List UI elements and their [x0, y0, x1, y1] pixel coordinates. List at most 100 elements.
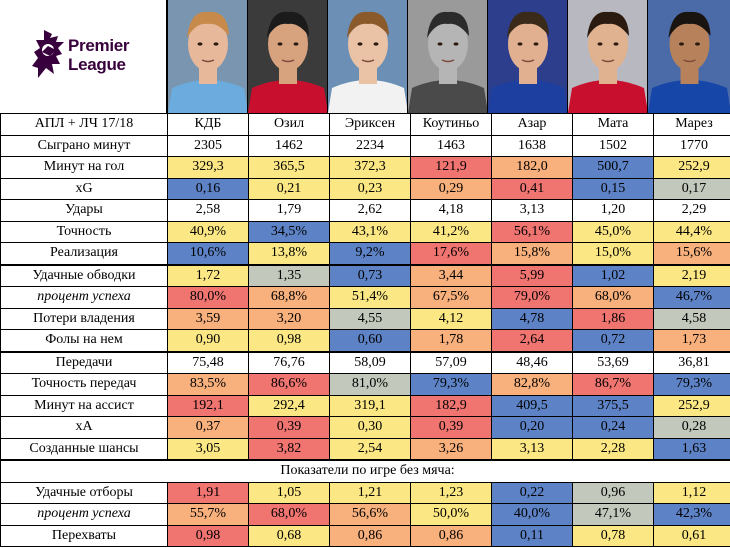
- stat-cell: 2,19: [653, 263, 730, 287]
- row-label: Точность передач: [0, 373, 168, 396]
- row-label: Минут на гол: [0, 156, 168, 179]
- stat-cell: 0,98: [167, 524, 249, 547]
- stat-cell: 4,55: [329, 307, 411, 330]
- stat-cell: 56,1%: [491, 220, 573, 243]
- stat-cell: 3,59: [167, 307, 249, 330]
- row-label: Передачи: [0, 350, 168, 374]
- row-label: Точность: [0, 220, 168, 243]
- stat-cell: 1502: [572, 134, 654, 157]
- lion-icon: [32, 30, 64, 78]
- row-label: Фолы на нем: [0, 329, 168, 352]
- section-title: Показатели по игре без мяча:: [0, 459, 730, 483]
- stat-cell: 3,82: [248, 437, 330, 461]
- stat-cell: 1462: [248, 134, 330, 157]
- player-photo: [167, 0, 247, 113]
- stat-cell: 372,3: [329, 156, 411, 179]
- stat-cell: 0,61: [653, 524, 730, 547]
- stat-cell: 2,54: [329, 437, 411, 461]
- stat-cell: 48,46: [491, 350, 573, 374]
- premier-league-logo: Premier League: [0, 0, 167, 113]
- player-photo: [327, 0, 407, 113]
- stat-cell: 79,3%: [653, 373, 730, 396]
- stat-cell: 68,8%: [248, 286, 330, 309]
- stat-cell: 0,22: [491, 481, 573, 504]
- stat-cell: 2234: [329, 134, 411, 157]
- stat-cell: 0,98: [248, 329, 330, 352]
- row-label: Удачные отборы: [0, 481, 168, 504]
- stat-cell: 1,91: [167, 481, 249, 504]
- stat-cell: 82,8%: [491, 373, 573, 396]
- stat-cell: 57,09: [410, 350, 492, 374]
- stat-cell: 51,4%: [329, 286, 411, 309]
- stat-cell: 50,0%: [410, 503, 492, 526]
- stat-cell: 15,6%: [653, 242, 730, 265]
- stat-cell: 3,44: [410, 263, 492, 287]
- stat-cell: 47,1%: [572, 503, 654, 526]
- stat-cell: 75,48: [167, 350, 249, 374]
- stat-cell: 34,5%: [248, 220, 330, 243]
- stat-cell: 1,73: [653, 329, 730, 352]
- stat-cell: 5,99: [491, 263, 573, 287]
- stat-cell: 329,3: [167, 156, 249, 179]
- row-label: Созданные шансы: [0, 437, 168, 461]
- row-label: Удары: [0, 199, 168, 222]
- row-label: АПЛ + ЛЧ 17/18: [0, 113, 168, 136]
- stat-cell: 0,11: [491, 524, 573, 547]
- stat-cell: КДБ: [167, 113, 249, 136]
- stat-cell: 40,0%: [491, 503, 573, 526]
- stat-cell: 1,05: [248, 481, 330, 504]
- stat-cell: Азар: [491, 113, 573, 136]
- stat-cell: 1770: [653, 134, 730, 157]
- table-row: Точность 40,9% 34,5% 43,1% 41,2% 56,1% 45,0% 44…: [0, 220, 730, 243]
- header: Premier League: [0, 0, 730, 113]
- row-label: Перехваты: [0, 524, 168, 547]
- stat-cell: 4,78: [491, 307, 573, 330]
- stat-cell: 67,5%: [410, 286, 492, 309]
- player-photo: [407, 0, 487, 113]
- stat-cell: 2,28: [572, 437, 654, 461]
- stat-cell: 0,16: [167, 177, 249, 200]
- stat-cell: 1,86: [572, 307, 654, 330]
- stat-cell: 40,9%: [167, 220, 249, 243]
- row-label: процент успеха: [0, 503, 168, 526]
- stat-cell: 68,0%: [572, 286, 654, 309]
- stat-cell: 252,9: [653, 394, 730, 417]
- row-label: xA: [0, 416, 168, 439]
- stat-cell: 2,58: [167, 199, 249, 222]
- stat-cell: 0,28: [653, 416, 730, 439]
- stat-cell: 10,6%: [167, 242, 249, 265]
- stat-cell: 1,23: [410, 481, 492, 504]
- player-photo: [647, 0, 730, 113]
- row-label: Удачные обводки: [0, 263, 168, 287]
- stat-cell: 1638: [491, 134, 573, 157]
- stat-cell: Марез: [653, 113, 730, 136]
- stat-cell: 45,0%: [572, 220, 654, 243]
- table-row: Минут на ассист 192,1 292,4 319,1 182,9 409,5…: [0, 394, 730, 417]
- stat-cell: Мата: [572, 113, 654, 136]
- row-label: xG: [0, 177, 168, 200]
- row-label: процент успеха: [0, 286, 168, 309]
- stat-cell: 2,64: [491, 329, 573, 352]
- stat-cell: 0,86: [410, 524, 492, 547]
- stat-cell: 192,1: [167, 394, 249, 417]
- stat-cell: 15,0%: [572, 242, 654, 265]
- stat-cell: 1,78: [410, 329, 492, 352]
- player-photo: [247, 0, 327, 113]
- stat-cell: 1,02: [572, 263, 654, 287]
- stat-cell: 0,78: [572, 524, 654, 547]
- stat-cell: 3,05: [167, 437, 249, 461]
- stat-cell: 86,6%: [248, 373, 330, 396]
- table-row: процент успеха 55,7% 68,0% 56,6% 50,0% 40,0% 4…: [0, 503, 730, 526]
- stat-cell: 44,4%: [653, 220, 730, 243]
- stat-cell: 76,76: [248, 350, 330, 374]
- row-label: Потери владения: [0, 307, 168, 330]
- table-row: АПЛ + ЛЧ 17/18 КДБ Озил Эриксен Коутиньо Азар…: [0, 113, 730, 136]
- stat-cell: 0,41: [491, 177, 573, 200]
- stat-cell: 121,9: [410, 156, 492, 179]
- stat-cell: 0,15: [572, 177, 654, 200]
- stat-cell: 3,20: [248, 307, 330, 330]
- stat-cell: 0,60: [329, 329, 411, 352]
- stat-cell: 80,0%: [167, 286, 249, 309]
- stat-cell: Эриксен: [329, 113, 411, 136]
